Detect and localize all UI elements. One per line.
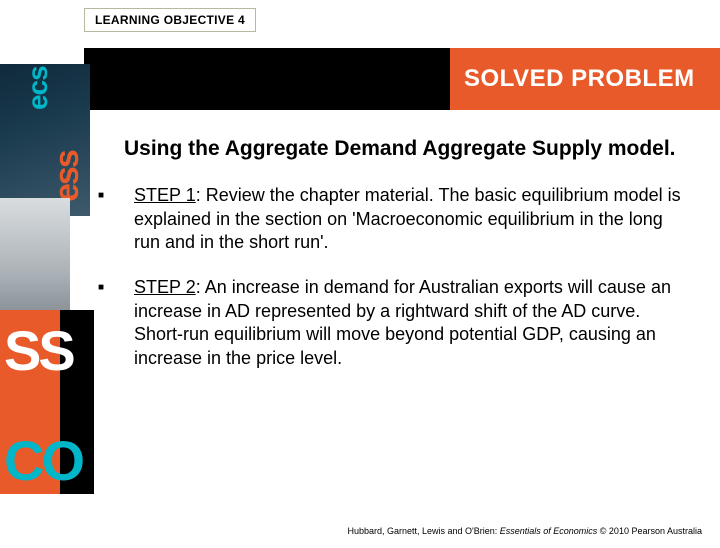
slide-title: Using the Aggregate Demand Aggregate Sup… <box>124 136 684 162</box>
step-label: STEP 2 <box>134 277 196 297</box>
cover-person-photo <box>0 198 70 328</box>
slide-content: Using the Aggregate Demand Aggregate Sup… <box>124 136 684 392</box>
step-label: STEP 1 <box>134 185 196 205</box>
solved-problem-banner: SOLVED PROBLEM <box>84 48 720 110</box>
step-text: STEP 1: Review the chapter material. The… <box>134 184 684 254</box>
footer-book-title: Essentials of Economics <box>500 526 598 536</box>
step-list: ■ STEP 1: Review the chapter material. T… <box>124 184 684 370</box>
footer-citation: Hubbard, Garnett, Lewis and O'Brien: Ess… <box>347 526 702 536</box>
step-body: : An increase in demand for Australian e… <box>134 277 671 367</box>
step-text: STEP 2: An increase in demand for Austra… <box>134 276 684 370</box>
banner-title: SOLVED PROBLEM <box>464 65 695 93</box>
learning-objective-label: LEARNING OBJECTIVE 4 <box>84 8 256 32</box>
footer-copyright: © 2010 Pearson Australia <box>597 526 702 536</box>
step-body: : Review the chapter material. The basic… <box>134 185 681 252</box>
bullet-icon: ■ <box>98 184 106 254</box>
cover-orange-text: ess <box>48 151 87 202</box>
footer-authors: Hubbard, Garnett, Lewis and O'Brien: <box>347 526 499 536</box>
list-item: ■ STEP 2: An increase in demand for Aust… <box>124 276 684 370</box>
cover-cyan-letters: CO <box>4 434 82 487</box>
banner-orange-segment: SOLVED PROBLEM <box>450 48 720 110</box>
cover-teal-text: ecs <box>22 66 54 110</box>
cover-white-letters: SS <box>4 324 73 377</box>
book-cover-graphic: ecs ess SS CO <box>0 64 96 494</box>
list-item: ■ STEP 1: Review the chapter material. T… <box>124 184 684 254</box>
banner-black-segment <box>84 48 450 110</box>
bullet-icon: ■ <box>98 276 106 370</box>
